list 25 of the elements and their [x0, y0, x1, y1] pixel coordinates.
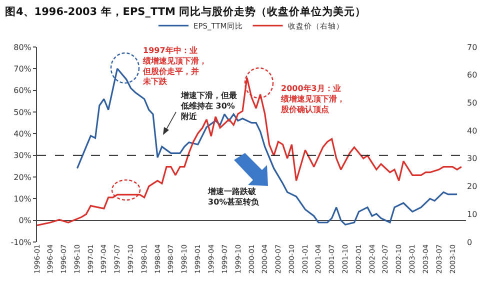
y2-tick-label: 10 [467, 210, 478, 219]
annotation: 1997年中：业绩增速见顶下滑，但股价走平，并未下跌 [142, 46, 207, 86]
annotation: 2000年3月：业绩增速见顶下滑，股价确认顶点 [280, 84, 345, 114]
y-tick-label: 30% [14, 151, 32, 160]
y-tick-label: 20% [14, 172, 32, 182]
y-tick-label: 40% [14, 129, 32, 138]
y2-tick-label: 70 [467, 42, 478, 52]
y2-tick-label: 30 [467, 154, 478, 164]
line-series [76, 68, 458, 226]
chart-title: 图4、1996-2003 年，EPS_TTM 同比与股价走势（收盘价单位为美元） [5, 4, 366, 18]
line-series [37, 76, 462, 226]
y2-tick-label: 0 [467, 238, 472, 247]
y2-tick-label: 60 [467, 70, 478, 80]
annotation: 增速一路跌破30%甚至转负 [207, 187, 260, 206]
y-tick-label: 50% [14, 108, 32, 117]
y-tick-label: 0% [18, 216, 32, 226]
y2-tick-label: 40 [467, 126, 478, 136]
y2-tick-label: 50 [467, 98, 478, 108]
y-tick-label: 70% [14, 64, 32, 74]
y-tick-label: 80% [14, 42, 32, 52]
y-tick-label: -10% [10, 238, 32, 247]
y-tick-label: 10% [14, 194, 32, 204]
y2-tick-label: 20 [467, 182, 478, 192]
annotation: 增速下滑，但最低维持在 30%附近 [180, 91, 238, 121]
y-tick-label: 60% [14, 86, 32, 96]
